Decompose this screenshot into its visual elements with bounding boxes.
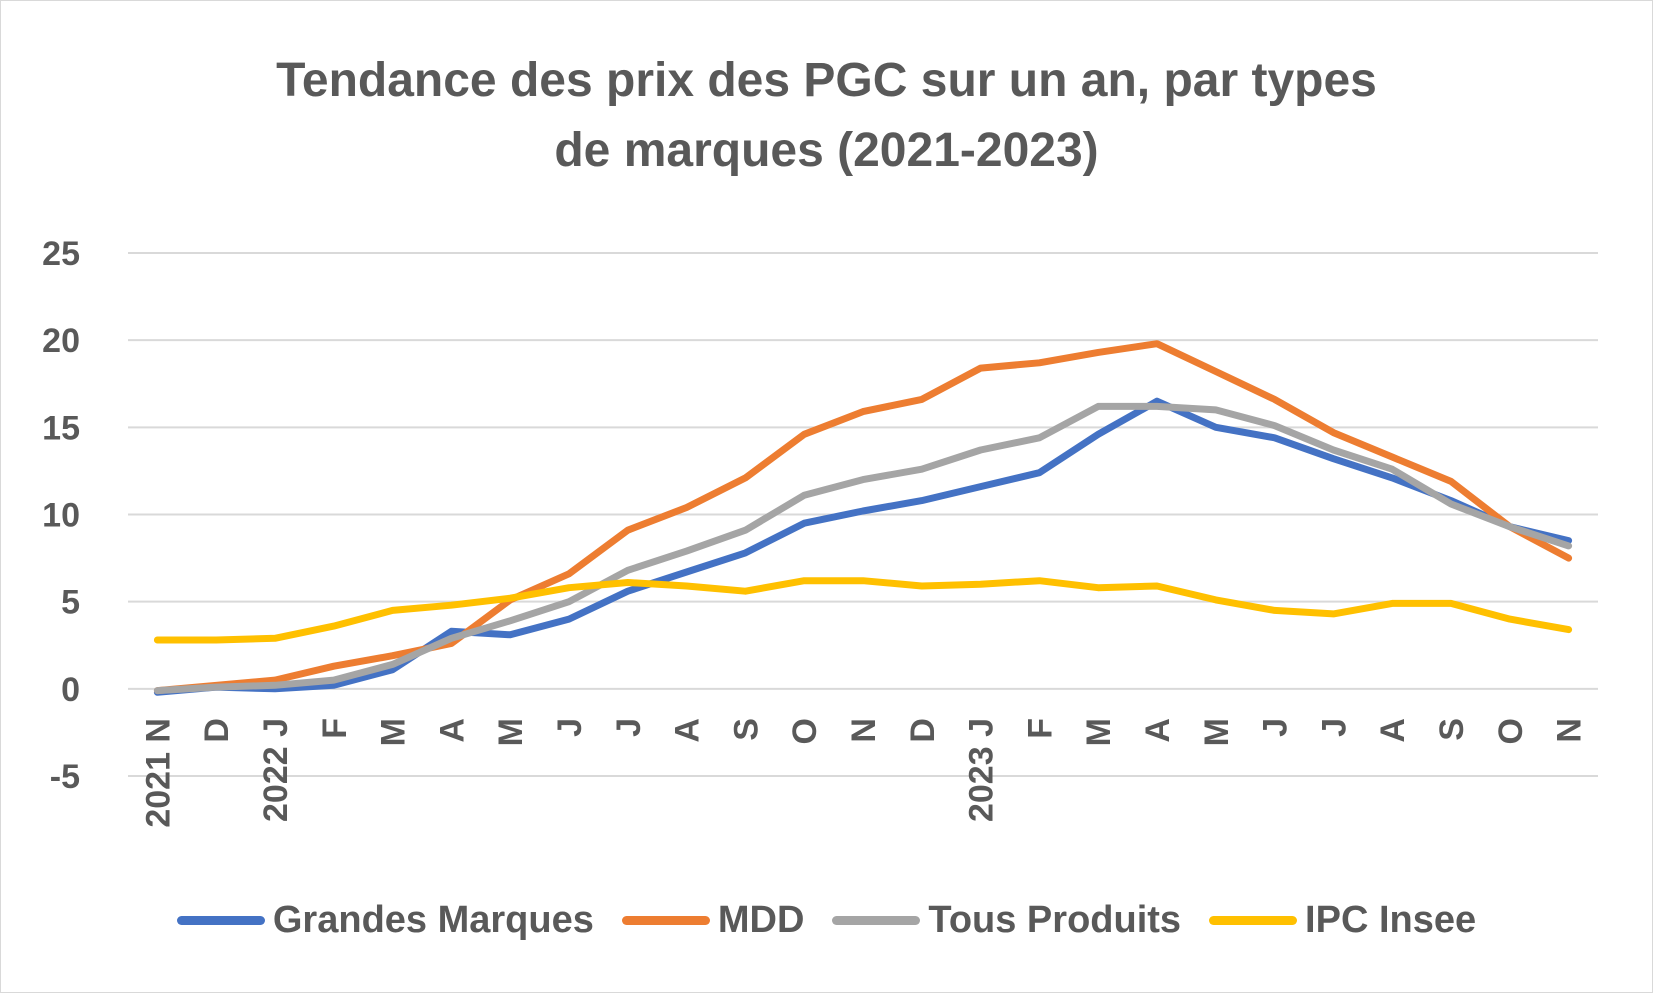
x-tick-label: N xyxy=(845,718,883,743)
x-tick-label: M xyxy=(1080,718,1118,746)
legend-item: IPC Insee xyxy=(1209,899,1476,942)
series-lines xyxy=(153,340,1573,696)
legend-label: Grandes Marques xyxy=(272,898,594,941)
x-tick-label: M xyxy=(1198,718,1236,746)
legend-label: IPC Insee xyxy=(1305,898,1477,941)
x-tick-label: O xyxy=(786,718,824,744)
x-tick-label: O xyxy=(1492,718,1530,744)
x-tick-label: A xyxy=(433,718,471,743)
legend-label: MDD xyxy=(717,898,805,941)
chart-title-line-1: Tendance des prix des PGC sur un an, par… xyxy=(276,54,1377,107)
legend-item: MDD xyxy=(621,898,805,942)
x-tick-label: 2021 N xyxy=(139,718,177,828)
y-tick-label: 10 xyxy=(42,497,80,535)
y-axis-tick-labels: -5 0 5 10 15 20 25 xyxy=(42,235,80,796)
x-tick-label: 2023 J xyxy=(963,718,1001,822)
x-tick-label: D xyxy=(904,718,942,743)
x-tick-label: J xyxy=(551,718,589,737)
x-tick-label: D xyxy=(198,718,236,743)
x-tick-label: M xyxy=(492,718,530,746)
y-tick-label: 0 xyxy=(61,671,80,709)
x-tick-label: F xyxy=(1021,718,1059,739)
x-tick-label: J xyxy=(1257,718,1295,737)
x-tick-label: J xyxy=(610,718,648,737)
x-tick-label: A xyxy=(669,718,707,743)
y-tick-label: 25 xyxy=(42,235,80,273)
x-tick-label: A xyxy=(1139,718,1177,743)
chart-title: Tendance des prix des PGC sur un an, par… xyxy=(0,46,1653,186)
y-tick-label: 15 xyxy=(42,409,80,447)
legend-swatch xyxy=(832,915,921,925)
chart-title-line-2: de marques (2021-2023) xyxy=(554,124,1099,177)
series-line-tous-produits xyxy=(153,402,1573,695)
y-tick-label: -5 xyxy=(50,758,80,796)
legend-swatch xyxy=(176,915,265,925)
x-tick-label: N xyxy=(1551,718,1589,743)
x-tick-label: 2022 J xyxy=(257,718,295,822)
x-tick-label: J xyxy=(1315,718,1353,737)
x-tick-label: S xyxy=(1433,718,1471,741)
y-tick-label: 20 xyxy=(42,322,80,360)
series-line-mdd xyxy=(153,340,1573,695)
legend-swatch xyxy=(621,915,710,925)
legend: Grandes Marques MDD Tous Produits IPC Insee xyxy=(0,890,1653,950)
x-tick-label: F xyxy=(316,718,354,739)
legend-item: Grandes Marques xyxy=(176,898,594,942)
x-tick-label: M xyxy=(375,718,413,746)
series-line-grandes-marques xyxy=(153,397,1573,696)
y-tick-label: 5 xyxy=(61,584,80,622)
x-tick-label: S xyxy=(727,718,765,741)
x-tick-label: A xyxy=(1374,718,1412,743)
legend-swatch xyxy=(1209,915,1298,925)
series-line-ipc-insee xyxy=(153,577,1573,644)
legend-label: Tous Produits xyxy=(928,898,1182,941)
legend-item: Tous Produits xyxy=(832,899,1181,942)
